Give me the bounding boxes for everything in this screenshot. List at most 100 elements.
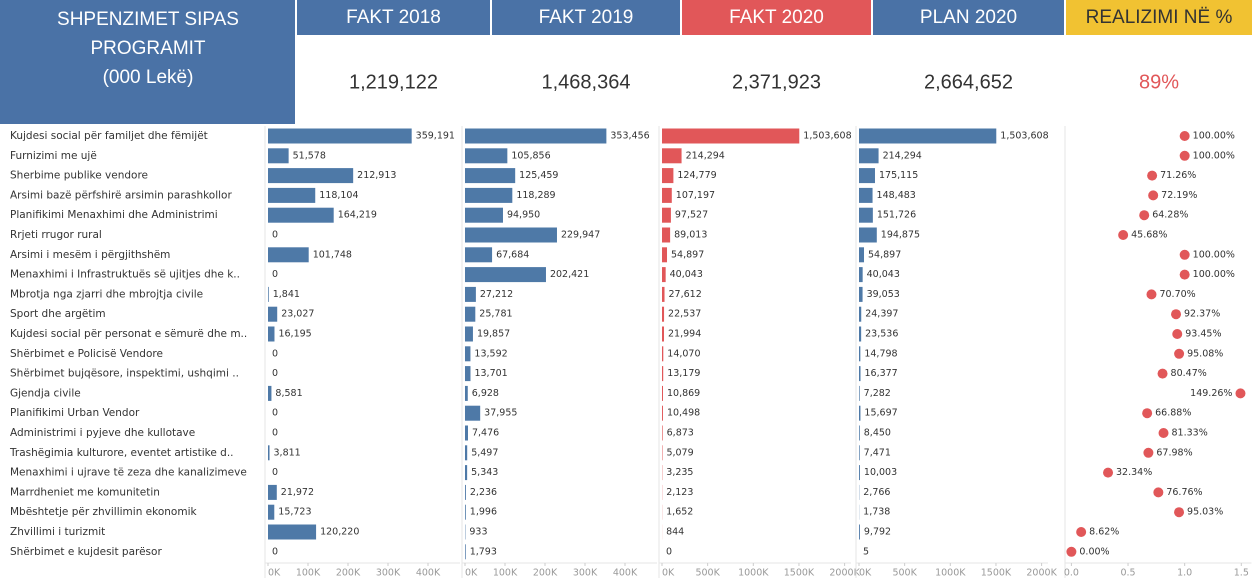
bar	[268, 247, 309, 263]
value-label: 40,043	[670, 269, 703, 280]
x-tick-label: 400K	[613, 568, 638, 578]
x-tick-label: 1500K	[784, 568, 815, 578]
value-label: 148,483	[877, 190, 916, 201]
value-label: 67.98%	[1156, 447, 1192, 458]
bar	[268, 385, 272, 401]
dot	[1179, 150, 1190, 161]
bar	[465, 484, 466, 500]
value-label: 194,875	[881, 230, 920, 241]
dot	[1146, 289, 1157, 300]
value-label: 80.47%	[1171, 368, 1207, 379]
column-title: FAKT 2020	[729, 7, 824, 28]
value-label: 214,294	[686, 150, 725, 161]
column-title: FAKT 2019	[539, 7, 634, 28]
value-label: 100.00%	[1193, 131, 1235, 142]
bar	[268, 128, 412, 144]
value-label: 54,897	[868, 249, 901, 260]
title-box	[0, 0, 295, 124]
value-label: 0	[272, 467, 278, 478]
value-label: 125,459	[519, 170, 558, 181]
bar	[465, 247, 493, 263]
category-label: Shërbimet e kujdesit parësor	[10, 546, 162, 558]
bar	[662, 187, 672, 203]
value-label: 1,652	[666, 507, 693, 518]
column-header	[297, 0, 490, 35]
value-label: 107,197	[676, 190, 715, 201]
bar	[465, 187, 513, 203]
dot	[1139, 210, 1150, 221]
bar	[859, 326, 862, 342]
category-label: Menaxhimi i Infrastruktuës së ujitjes dh…	[10, 269, 240, 281]
value-label: 1,841	[273, 289, 300, 300]
category-label: Rrjeti rrugor rural	[10, 229, 102, 241]
value-label: 97,527	[675, 210, 708, 221]
bar	[465, 445, 468, 461]
bar	[465, 148, 508, 164]
x-tick-label: 400K	[416, 568, 441, 578]
bar	[465, 306, 476, 322]
bar	[465, 504, 466, 520]
bar	[859, 445, 860, 461]
bar	[859, 267, 863, 283]
bar	[662, 168, 674, 184]
bar	[859, 405, 861, 421]
value-label: 21,994	[668, 329, 701, 340]
category-label: Zhvillimi i turizmit	[10, 526, 105, 538]
value-label: 0	[272, 546, 278, 557]
bar	[465, 544, 466, 560]
value-label: 13,179	[667, 368, 700, 379]
bar	[268, 207, 334, 223]
x-tick-label: 500K	[892, 568, 917, 578]
value-label: 95.08%	[1187, 348, 1223, 359]
dot	[1174, 348, 1185, 359]
value-label: 27,212	[480, 289, 513, 300]
value-label: 14,798	[864, 348, 897, 359]
bar	[268, 306, 278, 322]
x-tick-label: 2000K	[1026, 568, 1057, 578]
value-label: 19,857	[477, 329, 510, 340]
dot	[1118, 230, 1129, 240]
value-label: 8.62%	[1089, 527, 1119, 538]
value-label: 1,996	[470, 507, 497, 518]
column-title: FAKT 2018	[346, 7, 441, 28]
x-tick-label: 0K	[662, 568, 675, 578]
value-label: 0	[272, 408, 278, 419]
value-label: 149.26%	[1190, 388, 1232, 399]
bar	[465, 405, 481, 421]
value-label: 81.33%	[1172, 428, 1208, 439]
value-label: 3,811	[274, 447, 301, 458]
bar	[859, 346, 861, 362]
value-label: 151,726	[877, 210, 916, 221]
value-label: 6,873	[667, 428, 694, 439]
category-label: Arsimi i mesëm i përgjithshëm	[10, 249, 170, 261]
bar	[465, 366, 471, 382]
value-label: 8,450	[864, 428, 891, 439]
bar	[465, 385, 468, 401]
x-tick-label: 0K	[859, 568, 872, 578]
bar	[465, 346, 471, 362]
column-header	[873, 0, 1064, 35]
value-label: 76.76%	[1166, 487, 1202, 498]
value-label: 72.19%	[1161, 190, 1197, 201]
value-label: 27,612	[669, 289, 702, 300]
column-header	[682, 0, 871, 35]
value-label: 5,497	[471, 447, 498, 458]
value-label: 14,070	[667, 348, 700, 359]
category-label: Kujdesi social për familjet dhe fëmijët	[10, 130, 208, 142]
title-line: PROGRAMIT	[90, 38, 205, 59]
bar	[465, 425, 468, 441]
value-label: 93.45%	[1185, 329, 1221, 340]
value-label: 214,294	[883, 150, 922, 161]
dot	[1174, 507, 1185, 518]
bar	[662, 227, 671, 243]
category-label: Administrimi i pyjeve dhe kullotave	[10, 427, 195, 439]
bar	[268, 445, 270, 461]
value-label: 16,195	[278, 329, 311, 340]
value-label: 23,536	[865, 329, 898, 340]
bar	[859, 247, 865, 263]
bar	[465, 267, 546, 283]
dot	[1103, 467, 1114, 478]
value-label: 89,013	[674, 230, 707, 241]
